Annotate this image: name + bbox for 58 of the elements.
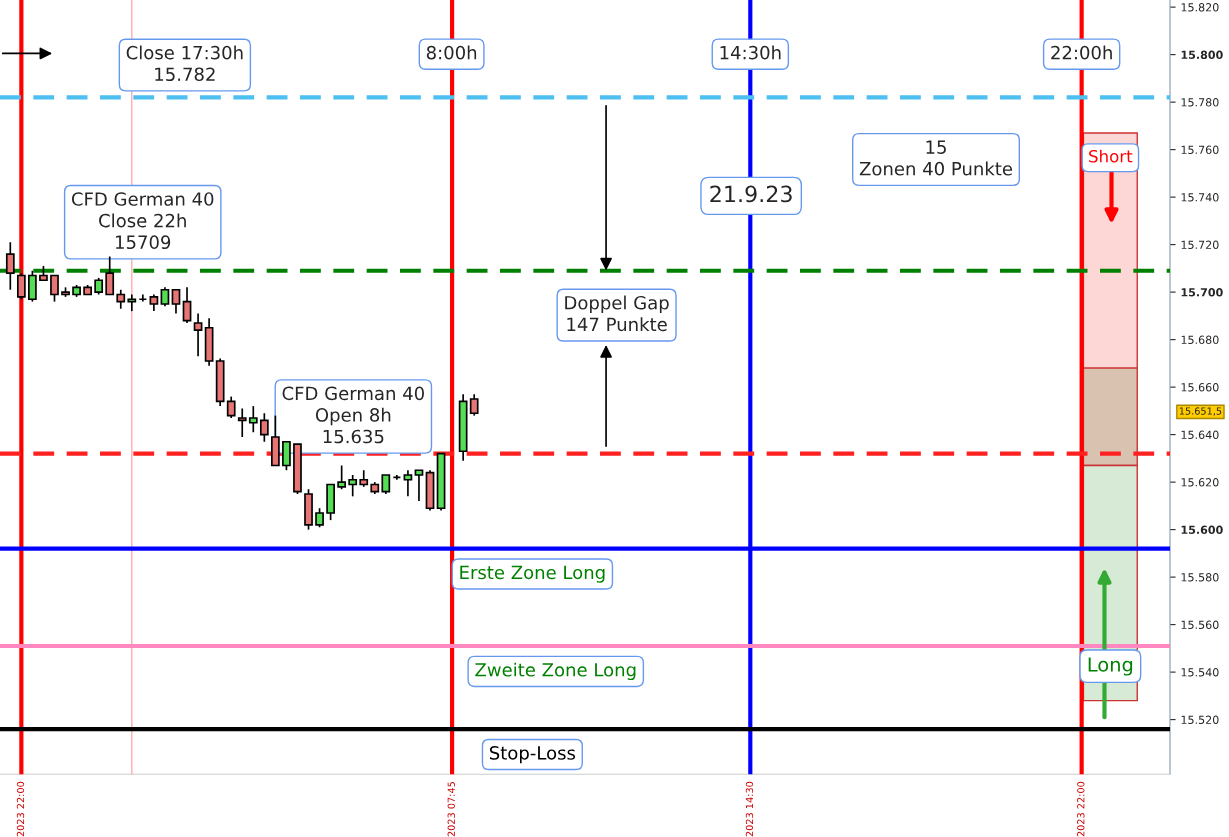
y-tick-label: 15.800 bbox=[1181, 50, 1223, 59]
annotation: Close 17:30h 15.782 bbox=[126, 45, 243, 82]
ref-line-label: Zweite Zone Long bbox=[475, 662, 636, 681]
y-tick-label: 15.660 bbox=[1181, 383, 1219, 392]
x-tick-label: 2023 14:30 bbox=[745, 781, 754, 837]
candlestick bbox=[403, 469, 413, 498]
candlestick bbox=[127, 293, 137, 312]
candlestick bbox=[182, 286, 192, 324]
y-tick-label: 15.580 bbox=[1181, 573, 1219, 582]
annotation: CFD German 40 Close 22h 15709 bbox=[71, 192, 214, 250]
candlestick bbox=[16, 272, 26, 301]
annotation: 21.9.23 bbox=[710, 185, 792, 203]
candlestick bbox=[282, 440, 291, 472]
y-tick-label: 15.680 bbox=[1181, 335, 1219, 344]
y-tick-label: 15.540 bbox=[1181, 668, 1219, 677]
candlestick bbox=[226, 395, 236, 419]
y-tick-label: 15.600 bbox=[1181, 525, 1223, 534]
y-tick-label: 15.560 bbox=[1181, 620, 1219, 629]
y-tick-label: 15.780 bbox=[1181, 98, 1219, 107]
y-tick-label: 15.760 bbox=[1181, 145, 1219, 154]
band-label: Long bbox=[1088, 657, 1133, 676]
candlestick bbox=[5, 241, 15, 291]
ref-line-label: Stop-Loss bbox=[489, 746, 576, 764]
ref-line-label: 22:00h bbox=[1051, 45, 1112, 60]
ref-line-label: 14:30h bbox=[720, 45, 781, 60]
y-tick-label: 15.700 bbox=[1181, 288, 1223, 297]
y-tick-label: 15.520 bbox=[1181, 715, 1219, 724]
candlestick bbox=[160, 286, 170, 308]
candlestick bbox=[237, 407, 247, 438]
candlestick bbox=[315, 507, 324, 529]
candlestick bbox=[381, 474, 391, 495]
y-tick-label: 15.740 bbox=[1181, 193, 1219, 202]
candlestick bbox=[414, 469, 424, 502]
candlestick bbox=[248, 405, 258, 434]
x-tick-label: 2023 22:00 bbox=[16, 781, 25, 837]
y-tick-label: 15.720 bbox=[1181, 240, 1219, 249]
candlestick bbox=[105, 255, 115, 296]
band-label: Short bbox=[1089, 149, 1133, 163]
candlestick bbox=[469, 393, 479, 417]
annotation: 8:00h bbox=[426, 45, 477, 60]
candlestick bbox=[171, 288, 181, 315]
annotation: Doppel Gap 147 Punkte bbox=[565, 295, 669, 332]
candlestick bbox=[337, 464, 347, 491]
candlestick bbox=[259, 412, 269, 443]
x-tick-label: 2023 07:45 bbox=[447, 782, 455, 837]
candlestick bbox=[116, 288, 126, 310]
x-tick-label: 2023 22:00 bbox=[1077, 781, 1085, 837]
ref-line-label: Erste Zone Long bbox=[460, 565, 605, 583]
candlestick bbox=[193, 312, 203, 358]
annotation: 15 Zonen 40 Punkte bbox=[859, 140, 1013, 176]
candlestick bbox=[50, 274, 59, 303]
candlestick bbox=[28, 269, 37, 303]
y-tick-label: 15.820 bbox=[1181, 3, 1219, 12]
annotation: CFD German 40 Open 8h 15.635 bbox=[282, 386, 424, 444]
y-tick-label: 15.640 bbox=[1181, 430, 1219, 439]
text: 15.651,5 bbox=[1179, 407, 1222, 416]
candlestick bbox=[348, 474, 358, 498]
y-tick-label: 15.620 bbox=[1181, 478, 1219, 487]
